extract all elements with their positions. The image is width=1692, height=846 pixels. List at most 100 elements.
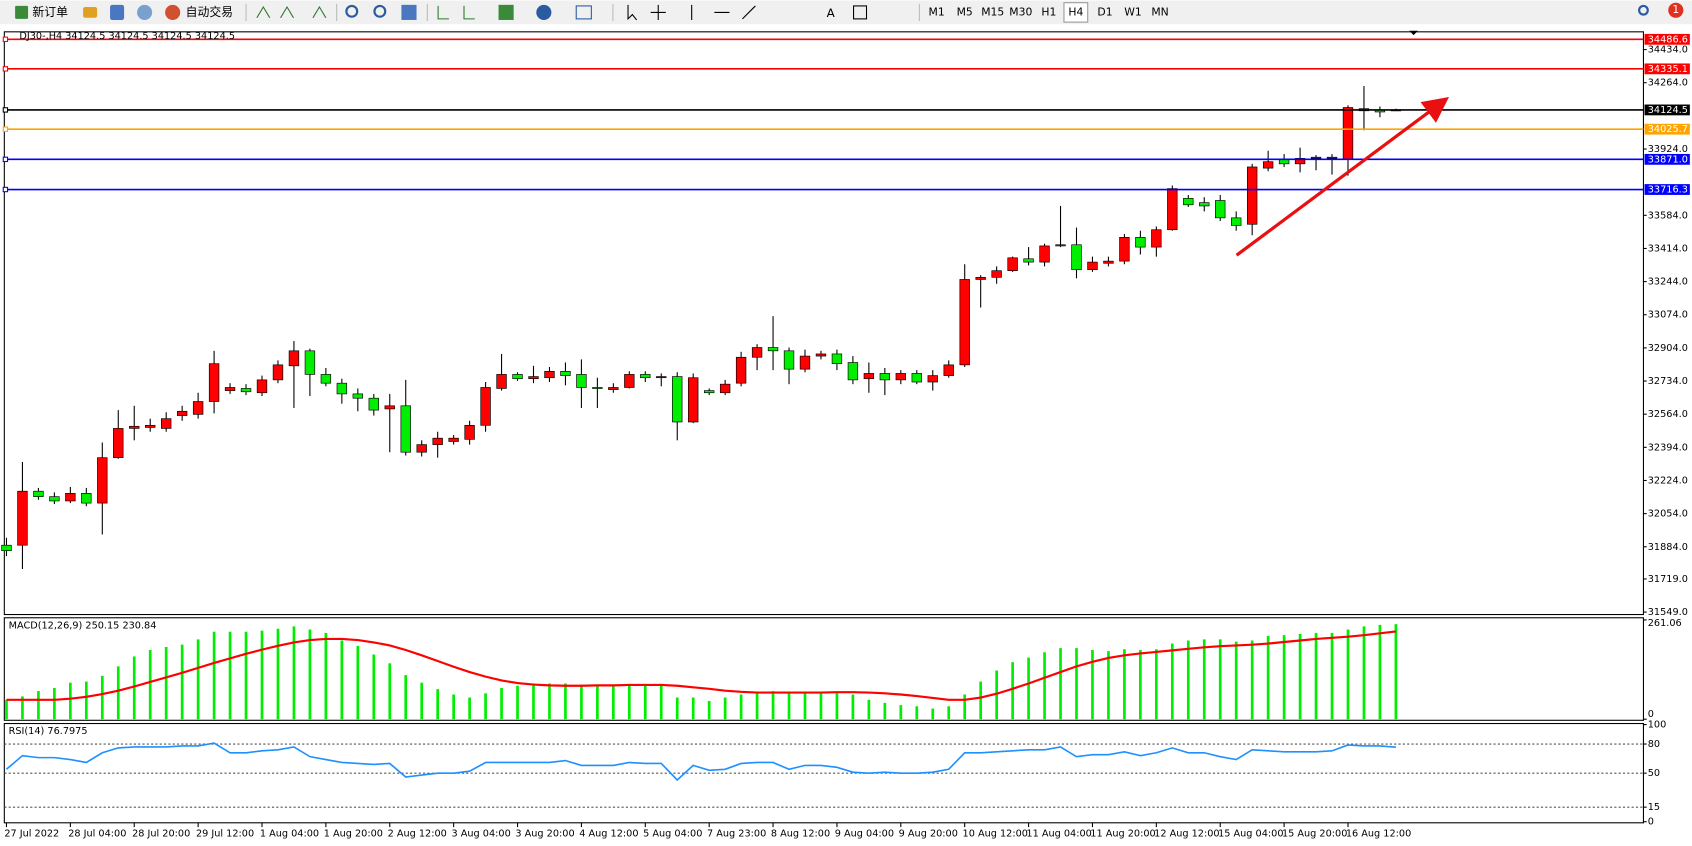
candle-body — [33, 490, 44, 497]
trend-arrow — [1235, 97, 1450, 257]
level-label: 33716.3 — [1648, 185, 1688, 196]
y-tick-label: 15 — [1648, 802, 1660, 813]
candle-body — [352, 393, 364, 399]
chart-bg — [0, 24, 1692, 846]
candle-body — [703, 390, 715, 394]
candle-body — [879, 373, 891, 381]
x-tick-label: 12 Aug 12:00 — [1154, 829, 1219, 840]
candle-body — [656, 376, 667, 379]
rsi-line — [5, 742, 1396, 782]
y-tick-label: 33244.0 — [1648, 277, 1688, 288]
candle-body — [1071, 244, 1082, 271]
x-tick-label: 28 Jul 20:00 — [132, 829, 190, 840]
candle-body — [1183, 198, 1194, 206]
svg-text:A: A — [827, 6, 836, 20]
y-tick-label: 32224.0 — [1648, 475, 1688, 486]
y-tick-label: 32904.0 — [1648, 343, 1688, 354]
candle-body — [1039, 245, 1050, 263]
level-label-bg — [1644, 63, 1690, 75]
y-tick-label: 31549.0 — [1648, 607, 1688, 618]
level-label-bg — [1644, 184, 1690, 195]
candle-body — [1278, 159, 1290, 165]
x-tick-label: 4 Aug 12:00 — [579, 829, 638, 840]
x-tick-label: 11 Aug 20:00 — [1090, 829, 1155, 840]
level-label: 34025.7 — [1648, 124, 1688, 135]
x-tick-label: 9 Aug 20:00 — [899, 829, 958, 840]
candle-body — [1294, 158, 1306, 165]
candle-body — [799, 355, 811, 370]
candle-body — [959, 279, 970, 366]
candle-body — [17, 490, 28, 546]
candle-body — [767, 347, 779, 352]
x-tick-label: 1 Aug 04:00 — [260, 829, 319, 840]
candle-body — [288, 350, 300, 367]
y-tick-label: 33074.0 — [1648, 310, 1688, 321]
candle-body — [256, 379, 268, 394]
candle-body — [1246, 166, 1258, 225]
x-tick-label: 3 Aug 04:00 — [451, 829, 510, 840]
candle-body — [975, 276, 986, 280]
y-tick-label: 0 — [1648, 817, 1654, 828]
y-tick-label: 33924.0 — [1648, 144, 1688, 155]
y-tick-label: 261.06 — [1648, 618, 1682, 629]
candle-body — [528, 376, 539, 380]
candle-body — [688, 377, 699, 423]
level-handle — [2, 126, 9, 132]
candle-body — [1135, 237, 1146, 248]
candle-body — [240, 388, 252, 393]
toolbar-button[interactable]: 自动交易 — [186, 5, 233, 19]
candle-body — [1087, 261, 1098, 271]
timeframe-button[interactable]: H4 — [1068, 5, 1083, 18]
candle-body — [1342, 107, 1354, 160]
y-tick-label: 0 — [1648, 709, 1654, 720]
level-handle — [2, 66, 9, 72]
candle-body — [304, 350, 316, 375]
timeframe-button[interactable]: D1 — [1097, 5, 1112, 18]
y-tick-label: 33584.0 — [1648, 210, 1688, 221]
timeframe-button[interactable]: MN — [1151, 5, 1168, 18]
candle-body — [176, 410, 188, 416]
candle-body — [113, 428, 124, 458]
y-tick-label: 33414.0 — [1648, 243, 1688, 254]
candle-body — [1231, 217, 1242, 226]
candle-body — [640, 374, 651, 379]
timeframe-button[interactable]: M15 — [981, 5, 1004, 18]
y-tick-label: 34434.0 — [1648, 45, 1688, 56]
candle-body — [464, 424, 475, 440]
timeframe-button[interactable]: M1 — [929, 5, 945, 18]
timeframe-button[interactable]: H1 — [1041, 5, 1056, 18]
candle-body — [145, 424, 156, 428]
candle-body — [224, 387, 236, 391]
x-tick-label: 15 Aug 20:00 — [1282, 829, 1347, 840]
candle-body — [719, 383, 731, 394]
toolbar-button[interactable]: 新订单 — [32, 5, 68, 19]
rsi-title: RSI(14) 76.7975 — [9, 726, 88, 737]
candle-body — [336, 382, 348, 395]
timeframe-button[interactable]: M5 — [957, 5, 973, 18]
candle-body — [1023, 258, 1034, 263]
candle-body — [831, 353, 843, 365]
candle-body — [560, 370, 571, 376]
candle-body — [129, 425, 140, 429]
y-tick-label: 50 — [1648, 768, 1660, 779]
candle-body — [1151, 229, 1162, 248]
macd-frame — [3, 617, 1644, 721]
candle-body — [480, 387, 491, 426]
candle-body — [1326, 156, 1338, 159]
timeframe-button[interactable]: M30 — [1009, 5, 1032, 18]
x-tick-label: 5 Aug 04:00 — [643, 829, 702, 840]
y-tick-label: 32734.0 — [1648, 376, 1688, 387]
x-tick-label: 9 Aug 04:00 — [835, 829, 894, 840]
candle-body — [751, 347, 763, 358]
y-tick-label: 32564.0 — [1648, 409, 1688, 420]
macd-title: MACD(12,26,9) 250.15 230.84 — [9, 620, 157, 631]
level-label: 34486.6 — [1648, 34, 1688, 45]
level-label: 34124.5 — [1648, 105, 1688, 116]
x-tick-label: 10 Aug 12:00 — [963, 829, 1028, 840]
timeframe-button[interactable]: W1 — [1124, 5, 1142, 18]
x-tick-label: 1 Aug 20:00 — [324, 829, 383, 840]
notification-badge[interactable]: 1 — [1672, 3, 1679, 16]
candle-body — [624, 374, 635, 388]
candle-body — [1199, 202, 1210, 207]
